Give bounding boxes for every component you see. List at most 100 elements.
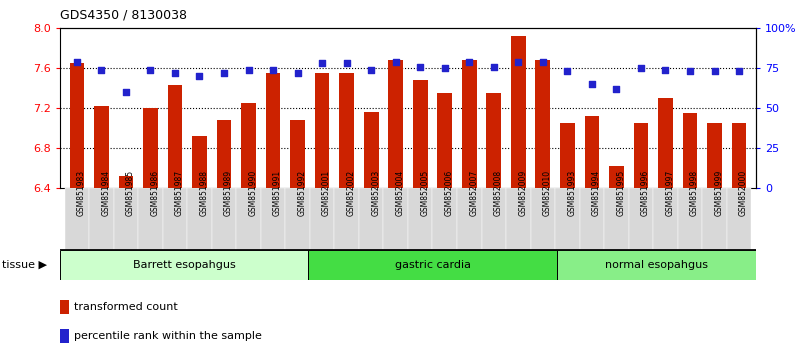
Text: GSM851997: GSM851997 [665, 170, 674, 216]
Text: transformed count: transformed count [73, 302, 178, 313]
Bar [560, 123, 575, 188]
Bar [536, 60, 550, 188]
Text: percentile rank within the sample: percentile rank within the sample [73, 331, 262, 341]
Bar [364, 112, 379, 188]
Text: GSM851992: GSM851992 [298, 170, 306, 216]
Text: GSM851985: GSM851985 [126, 170, 135, 216]
Text: GSM851995: GSM851995 [616, 170, 626, 216]
Bar [677, 188, 702, 250]
Bar [511, 36, 525, 188]
Point [463, 59, 476, 65]
Text: normal esopahgus: normal esopahgus [605, 259, 708, 270]
Bar [212, 188, 236, 250]
Text: GSM851984: GSM851984 [101, 170, 111, 216]
Text: GSM851998: GSM851998 [690, 170, 699, 216]
Text: GSM852001: GSM852001 [322, 170, 331, 216]
Bar [69, 63, 84, 188]
Point [193, 73, 206, 79]
Text: GSM851989: GSM851989 [224, 170, 233, 216]
Bar [314, 73, 330, 188]
Bar [236, 188, 261, 250]
Text: GSM852009: GSM852009 [518, 170, 527, 216]
Point [389, 59, 402, 65]
Point [119, 89, 132, 95]
Bar [482, 188, 506, 250]
Text: GSM851983: GSM851983 [77, 170, 86, 216]
Point [144, 67, 157, 73]
Bar [89, 188, 114, 250]
Bar [217, 120, 232, 188]
Text: GSM852006: GSM852006 [445, 170, 454, 216]
Text: GSM852008: GSM852008 [494, 170, 503, 216]
Bar [437, 93, 452, 188]
Bar [192, 136, 207, 188]
Point [316, 61, 329, 66]
Point [537, 59, 549, 65]
Bar [408, 188, 432, 250]
Bar [64, 188, 89, 250]
Bar [310, 188, 334, 250]
Bar [555, 188, 579, 250]
Text: GSM852005: GSM852005 [420, 170, 429, 216]
Text: GSM851996: GSM851996 [641, 170, 650, 216]
Bar [143, 108, 158, 188]
Bar [241, 103, 256, 188]
Bar [187, 188, 212, 250]
Point [71, 59, 84, 65]
Bar [486, 93, 501, 188]
Bar [557, 250, 756, 280]
Bar [119, 176, 133, 188]
Point [561, 69, 574, 74]
Bar [384, 188, 408, 250]
Text: GSM852007: GSM852007 [470, 170, 478, 216]
Text: GSM852004: GSM852004 [396, 170, 404, 216]
Point [659, 67, 672, 73]
Bar [579, 188, 604, 250]
Point [586, 81, 599, 87]
Bar [114, 188, 139, 250]
Text: GSM851994: GSM851994 [592, 170, 601, 216]
Bar [707, 123, 722, 188]
Bar [604, 188, 629, 250]
Text: GSM851999: GSM851999 [715, 170, 724, 216]
Point [291, 70, 304, 76]
Bar [683, 113, 697, 188]
Bar [266, 73, 280, 188]
Bar [162, 188, 187, 250]
Point [684, 69, 696, 74]
Bar [291, 120, 305, 188]
Point [267, 67, 279, 73]
Bar [462, 60, 477, 188]
Text: GSM851986: GSM851986 [150, 170, 159, 216]
Point [708, 69, 721, 74]
Point [169, 70, 181, 76]
Bar [388, 60, 403, 188]
Text: gastric cardia: gastric cardia [395, 259, 470, 270]
Bar [94, 106, 109, 188]
Text: GSM851988: GSM851988 [200, 170, 209, 216]
Bar [634, 123, 648, 188]
Bar [727, 188, 751, 250]
Bar [339, 73, 354, 188]
Text: tissue ▶: tissue ▶ [2, 260, 48, 270]
Text: GSM851993: GSM851993 [568, 170, 576, 216]
Bar [60, 301, 68, 314]
Bar [168, 85, 182, 188]
Point [414, 64, 427, 69]
Bar [609, 166, 624, 188]
Point [487, 64, 500, 69]
Bar [732, 123, 747, 188]
Point [512, 59, 525, 65]
Bar [506, 188, 531, 250]
Bar [261, 188, 285, 250]
Bar [432, 188, 457, 250]
Point [95, 67, 107, 73]
Bar [359, 188, 384, 250]
Bar [60, 329, 68, 343]
Text: GSM851987: GSM851987 [175, 170, 184, 216]
Bar [139, 188, 162, 250]
Text: GSM852010: GSM852010 [543, 170, 552, 216]
Bar [413, 80, 427, 188]
Bar [60, 250, 308, 280]
Text: Barrett esopahgus: Barrett esopahgus [133, 259, 236, 270]
